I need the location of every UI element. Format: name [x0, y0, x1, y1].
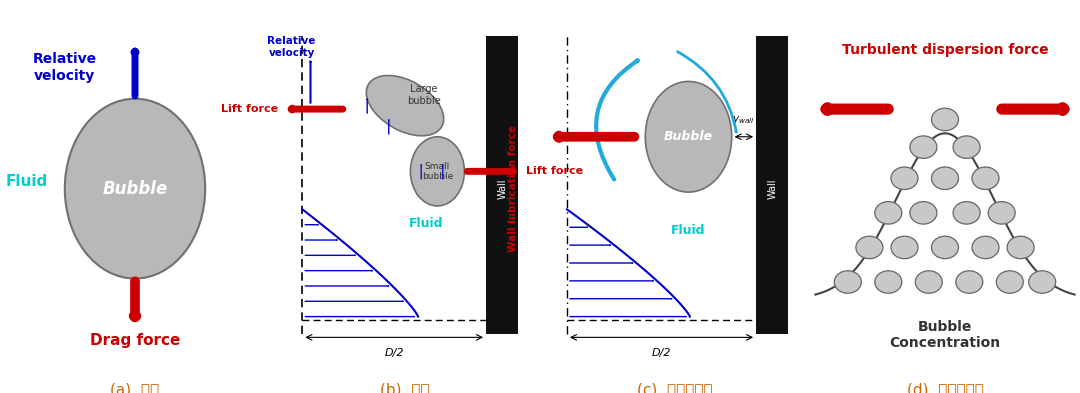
Text: $y_{wall}$: $y_{wall}$: [732, 114, 755, 127]
Text: D/2: D/2: [651, 348, 672, 358]
Ellipse shape: [875, 202, 902, 224]
Ellipse shape: [909, 136, 937, 158]
Ellipse shape: [834, 271, 862, 293]
Ellipse shape: [916, 271, 942, 293]
Text: Bubble: Bubble: [103, 180, 167, 198]
Ellipse shape: [891, 167, 918, 189]
Text: Fluid: Fluid: [5, 174, 49, 189]
Text: Relative
velocity: Relative velocity: [268, 36, 315, 58]
Text: Wall: Wall: [497, 178, 508, 199]
Circle shape: [646, 81, 732, 192]
Text: Bubble
Concentration: Bubble Concentration: [890, 320, 1000, 350]
Ellipse shape: [931, 236, 959, 259]
Ellipse shape: [954, 202, 981, 224]
Ellipse shape: [1029, 271, 1056, 293]
Text: Fluid: Fluid: [409, 217, 444, 230]
Ellipse shape: [972, 167, 999, 189]
Text: (d)  난류분산력: (d) 난류분산력: [906, 382, 984, 393]
Bar: [486, 37, 518, 334]
Ellipse shape: [996, 271, 1024, 293]
Text: Lift force: Lift force: [527, 166, 583, 176]
Text: Drag force: Drag force: [90, 333, 180, 348]
Text: Turbulent dispersion force: Turbulent dispersion force: [841, 43, 1049, 57]
Text: Small
bubble: Small bubble: [422, 162, 453, 181]
Text: Wall: Wall: [767, 178, 778, 199]
Text: D/2: D/2: [384, 348, 404, 358]
Text: Fluid: Fluid: [672, 224, 705, 237]
Ellipse shape: [988, 202, 1015, 224]
Text: Wall lubrication force: Wall lubrication force: [508, 125, 518, 252]
Ellipse shape: [972, 236, 999, 259]
Ellipse shape: [931, 108, 959, 131]
Ellipse shape: [931, 167, 959, 189]
Ellipse shape: [1008, 236, 1034, 259]
Circle shape: [65, 99, 205, 279]
Ellipse shape: [954, 136, 981, 158]
Ellipse shape: [875, 271, 902, 293]
Text: Large
bubble: Large bubble: [407, 84, 441, 106]
Text: Relative
velocity: Relative velocity: [32, 53, 97, 83]
Ellipse shape: [909, 202, 937, 224]
Text: (a)  항력: (a) 항력: [110, 382, 160, 393]
Text: Lift force: Lift force: [221, 104, 279, 114]
Circle shape: [410, 137, 464, 206]
Ellipse shape: [366, 75, 444, 136]
Text: (c)  벽면윤활력: (c) 벽면윤활력: [637, 382, 713, 393]
Text: Bubble: Bubble: [664, 130, 713, 143]
Ellipse shape: [855, 236, 883, 259]
Text: (b)  양력: (b) 양력: [380, 382, 430, 393]
Ellipse shape: [956, 271, 983, 293]
Bar: [756, 37, 788, 334]
Ellipse shape: [891, 236, 918, 259]
